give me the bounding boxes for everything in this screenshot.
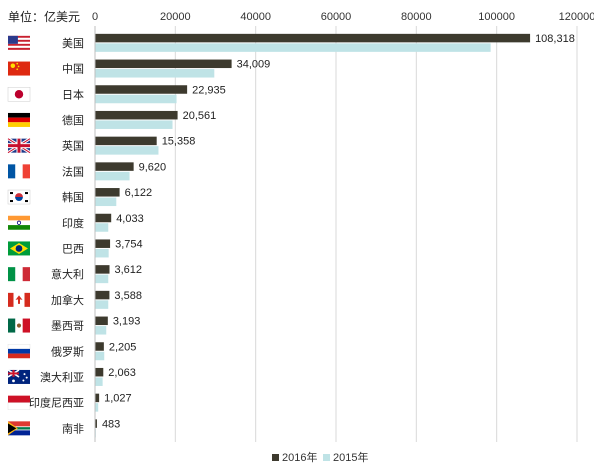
bar-2016 [95,85,188,94]
category-label: 英国 [62,139,84,153]
category-label: 美国 [62,37,84,50]
value-label: 3,754 [115,238,143,250]
category-label: 日本 [62,87,84,101]
value-label: 22,935 [192,84,226,96]
category-label: 法国 [62,164,84,178]
bar-2015 [95,94,177,104]
value-label: 108,318 [535,33,575,45]
indonesia-flag-icon [7,395,31,410]
bar-2016 [95,265,110,274]
bar-2016 [95,213,112,223]
bar-2016 [95,59,232,69]
us-flag-icon [8,35,30,50]
category-label: 印度 [62,216,84,230]
bar-2015 [95,403,99,412]
unit-label: 单位：亿美元 [8,10,81,24]
bar-2016 [95,110,178,120]
bar-2016 [95,239,111,248]
china-flag-icon [8,61,30,76]
france-flag-icon [8,164,30,179]
value-label: 4,033 [116,213,144,225]
bar-2015 [95,223,109,232]
value-label: 1,027 [104,393,132,405]
bar-2016 [95,316,108,326]
value-label: 3,193 [113,316,141,328]
uk-flag-icon [7,137,31,154]
bar-2016 [95,188,120,197]
legend-label-2015: 2015年 [333,450,368,464]
germany-flag-icon [8,112,30,127]
category-label: 德国 [62,113,84,127]
south-africa-flag-icon [8,421,30,436]
bar-2015 [95,300,109,309]
series-2016-bars [95,33,531,428]
bar-2015 [95,69,215,78]
russia-flag-icon [7,344,31,359]
x-tick-label: 80000 [401,11,432,23]
legend-label-2016: 2016年 [282,450,317,464]
india-flag-icon [8,215,30,230]
x-tick-label: 40000 [240,11,271,23]
value-label: 34,009 [237,59,271,71]
bar-2015 [95,171,130,181]
brazil-flag-icon [8,241,30,256]
category-label: 意大利 [51,267,84,281]
bar-2015 [95,248,109,258]
japan-flag-icon [7,87,31,102]
value-label: 3,612 [115,264,143,276]
x-tick-label: 20000 [160,11,191,23]
value-label: 15,358 [162,136,196,148]
korea-flag-icon [7,189,31,205]
bar-2015 [95,351,105,361]
bar-2015 [95,377,103,386]
bar-2015 [95,43,491,52]
value-label: 9,620 [139,161,167,173]
bar-2015 [95,197,117,207]
australia-flag-icon [7,369,30,384]
category-label: 中国 [62,63,84,76]
italy-flag-icon [8,267,30,282]
x-tick-label: 0 [92,11,98,23]
value-label: 2,205 [109,341,137,353]
category-label: 墨西哥 [51,320,84,333]
x-tick-label: 120000 [559,11,594,23]
bar-2016 [95,33,531,43]
category-label: 巴西 [62,243,84,255]
bar-2016 [95,136,157,146]
category-label: 加拿大 [51,293,84,307]
value-label: 483 [102,418,120,430]
value-label: 6,122 [125,187,153,199]
value-label: 20,561 [183,110,217,122]
bar-2016 [95,290,110,300]
category-label: 韩国 [62,190,84,204]
mexico-flag-icon [8,318,30,333]
bar-2015 [95,120,173,129]
bar-2016 [95,162,134,171]
category-label: 俄罗斯 [51,345,84,358]
value-label: 2,063 [108,367,136,379]
x-tick-label: 60000 [321,11,352,23]
canada-flag-icon [8,292,30,307]
series-2015-bars [95,43,491,438]
bar-2016 [95,419,97,428]
category-label: 南非 [62,422,84,435]
category-label: 印度尼西亚 [29,396,84,410]
legend-swatch-2015 [323,454,330,461]
bar-2015 [95,146,159,155]
x-tick-label: 100000 [478,11,515,23]
legend-swatch-2016 [272,454,279,461]
legend: 2016年 2015年 [272,450,368,464]
bar-2015 [95,326,107,335]
category-label: 澳大利亚 [40,370,84,384]
bar-2016 [95,393,100,403]
value-label: 3,588 [114,290,142,302]
bar-2015 [95,274,109,284]
bar-2016 [95,367,104,377]
bar-2016 [95,342,104,351]
